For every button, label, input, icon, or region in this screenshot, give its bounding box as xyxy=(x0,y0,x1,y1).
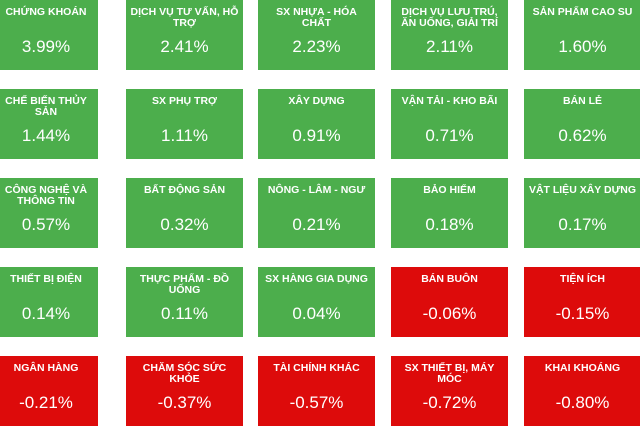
sector-name: NGÂN HÀNG xyxy=(13,362,79,374)
sector-name: VẬT LIỆU XÂY DỰNG xyxy=(528,184,637,196)
sector-name: XÂY DỰNG xyxy=(288,95,345,107)
sector-tile[interactable]: THIẾT BỊ ĐIỆN 0.14% xyxy=(0,267,98,337)
sector-tile[interactable]: KHAI KHOÁNG -0.80% xyxy=(524,356,640,426)
sector-tile[interactable]: CHĂM SÓC SỨC KHỎE -0.37% xyxy=(126,356,243,426)
sector-name: TÀI CHÍNH KHÁC xyxy=(273,362,360,374)
sector-change-percent: 2.41% xyxy=(160,37,209,56)
sector-change-percent: -0.80% xyxy=(555,393,610,412)
sector-change-percent: 2.23% xyxy=(292,37,341,56)
sector-name: SẢN PHẨM CAO SU xyxy=(532,6,633,18)
sector-tile[interactable]: CHỨNG KHOÁN 3.99% xyxy=(0,0,98,70)
sector-change-percent: 0.32% xyxy=(160,215,209,234)
sector-change-percent: 0.57% xyxy=(21,215,71,234)
sector-tile[interactable]: DỊCH VỤ LƯU TRÚ, ĂN UỐNG, GIẢI TRÍ 2.11% xyxy=(391,0,508,70)
sector-tile[interactable]: SX THIẾT BỊ, MÁY MÓC -0.72% xyxy=(391,356,508,426)
sector-change-percent: -0.21% xyxy=(19,393,73,412)
sector-change-percent: -0.72% xyxy=(422,393,477,412)
sector-name: THIẾT BỊ ĐIỆN xyxy=(10,273,82,285)
sector-tile[interactable]: CHẾ BIẾN THỦY SẢN 1.44% xyxy=(0,89,98,159)
sector-change-percent: 1.60% xyxy=(558,37,607,56)
sector-tile[interactable]: DỊCH VỤ TƯ VẤN, HỖ TRỢ 2.41% xyxy=(126,0,243,70)
sector-name: CÔNG NGHỆ VÀ THÔNG TIN xyxy=(4,184,88,207)
sector-change-percent: 0.21% xyxy=(292,215,341,234)
sector-tile[interactable]: TIỆN ÍCH -0.15% xyxy=(524,267,640,337)
sector-tile[interactable]: TÀI CHÍNH KHÁC -0.57% xyxy=(258,356,375,426)
sector-change-percent: -0.57% xyxy=(289,393,344,412)
sector-tile[interactable]: SX HÀNG GIA DỤNG 0.04% xyxy=(258,267,375,337)
sector-change-percent: -0.37% xyxy=(157,393,212,412)
sector-name: NÔNG - LÂM - NGƯ xyxy=(267,184,366,196)
sector-tile[interactable]: XÂY DỰNG 0.91% xyxy=(258,89,375,159)
sector-name: CHĂM SÓC SỨC KHỎE xyxy=(142,362,227,385)
sector-change-percent: 0.62% xyxy=(558,126,607,145)
sector-tile[interactable]: SX NHỰA - HÓA CHẤT 2.23% xyxy=(258,0,375,70)
sector-name: DỊCH VỤ LƯU TRÚ, ĂN UỐNG, GIẢI TRÍ xyxy=(401,6,498,29)
sector-change-percent: 0.14% xyxy=(21,304,71,323)
sector-name: VẬN TẢI - KHO BÃI xyxy=(401,95,498,107)
sector-name: DỊCH VỤ TƯ VẤN, HỖ TRỢ xyxy=(130,6,239,29)
sector-name: BẤT ĐỘNG SẢN xyxy=(143,184,226,196)
sector-name: KHAI KHOÁNG xyxy=(544,362,621,374)
sector-tile[interactable]: BÁN BUÔN -0.06% xyxy=(391,267,508,337)
sector-change-percent: -0.06% xyxy=(422,304,477,323)
sector-change-percent: 3.99% xyxy=(21,37,71,56)
sector-change-percent: 0.71% xyxy=(425,126,474,145)
sector-change-percent: 1.11% xyxy=(161,126,208,145)
sector-name: BÁN LẺ xyxy=(562,95,603,107)
sector-change-percent: 0.04% xyxy=(292,304,341,323)
sector-name: THỰC PHẨM - ĐỒ UỐNG xyxy=(139,273,230,296)
sector-tile[interactable]: SX PHỤ TRỢ 1.11% xyxy=(126,89,243,159)
sector-tile[interactable]: THỰC PHẨM - ĐỒ UỐNG 0.11% xyxy=(126,267,243,337)
sector-tile[interactable]: CÔNG NGHỆ VÀ THÔNG TIN 0.57% xyxy=(0,178,98,248)
sector-tile[interactable]: NGÂN HÀNG -0.21% xyxy=(0,356,98,426)
sector-change-percent: 0.18% xyxy=(425,215,474,234)
sector-name: SX PHỤ TRỢ xyxy=(152,95,217,107)
sector-change-percent: 1.44% xyxy=(21,126,71,145)
sector-tile[interactable]: NÔNG - LÂM - NGƯ 0.21% xyxy=(258,178,375,248)
sector-name: TIỆN ÍCH xyxy=(560,273,605,285)
sector-change-percent: -0.15% xyxy=(555,304,610,323)
sector-name: SX HÀNG GIA DỤNG xyxy=(265,273,368,285)
sector-change-percent: 0.91% xyxy=(292,126,341,145)
sector-tile[interactable]: SẢN PHẨM CAO SU 1.60% xyxy=(524,0,640,70)
sector-name: SX THIẾT BỊ, MÁY MÓC xyxy=(404,362,495,385)
sector-name: BÁN BUÔN xyxy=(421,273,478,285)
sector-name: SX NHỰA - HÓA CHẤT xyxy=(276,6,357,29)
sector-name: BẢO HIỂM xyxy=(423,184,476,196)
sector-change-percent: 2.11% xyxy=(426,37,473,56)
sector-change-percent: 0.11% xyxy=(161,304,208,323)
sector-change-percent: 0.17% xyxy=(558,215,607,234)
sector-tile[interactable]: BẤT ĐỘNG SẢN 0.32% xyxy=(126,178,243,248)
sector-name: CHỨNG KHOÁN xyxy=(5,6,87,18)
sector-tile[interactable]: BẢO HIỂM 0.18% xyxy=(391,178,508,248)
sector-tile[interactable]: VẬT LIỆU XÂY DỰNG 0.17% xyxy=(524,178,640,248)
sector-name: CHẾ BIẾN THỦY SẢN xyxy=(5,95,87,118)
sector-tile[interactable]: VẬN TẢI - KHO BÃI 0.71% xyxy=(391,89,508,159)
sector-tile[interactable]: BÁN LẺ 0.62% xyxy=(524,89,640,159)
